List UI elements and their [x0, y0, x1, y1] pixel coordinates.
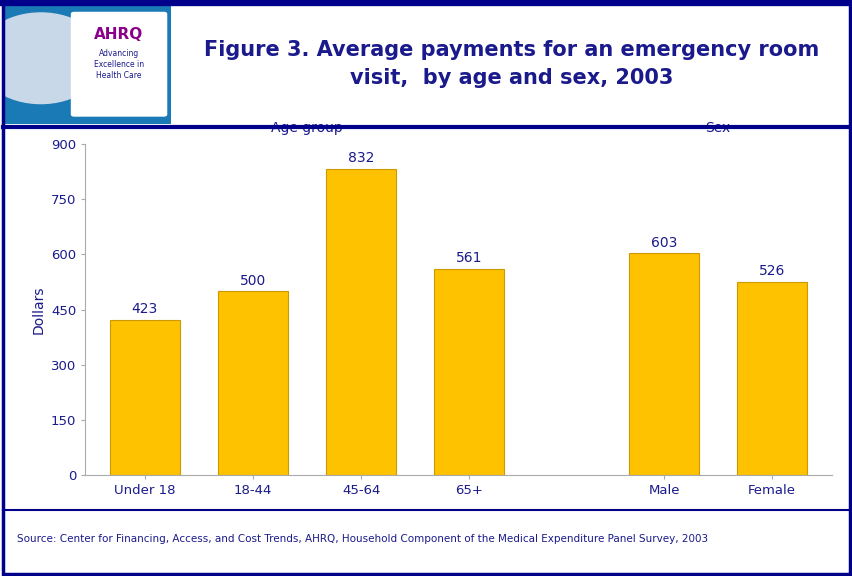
Text: Age group: Age group	[271, 121, 343, 135]
Text: 526: 526	[758, 264, 785, 278]
Y-axis label: Dollars: Dollars	[32, 285, 45, 334]
Bar	[217, 291, 288, 475]
Text: 423: 423	[131, 302, 158, 316]
Bar	[628, 253, 699, 475]
Bar	[736, 282, 806, 475]
Text: AHRQ: AHRQ	[95, 27, 143, 42]
Circle shape	[0, 13, 104, 104]
Text: 561: 561	[456, 251, 482, 265]
Text: 500: 500	[239, 274, 266, 287]
Text: Advancing
Excellence in
Health Care: Advancing Excellence in Health Care	[94, 48, 144, 80]
Text: Sex: Sex	[705, 121, 730, 135]
Text: 603: 603	[650, 236, 676, 249]
Text: 832: 832	[348, 151, 374, 165]
Text: Figure 3. Average payments for an emergency room
visit,  by age and sex, 2003: Figure 3. Average payments for an emerge…	[204, 40, 819, 88]
Text: Source: Center for Financing, Access, and Cost Trends, AHRQ, Household Component: Source: Center for Financing, Access, an…	[17, 533, 707, 544]
Bar	[434, 269, 504, 475]
FancyBboxPatch shape	[71, 12, 167, 117]
Bar	[110, 320, 180, 475]
Bar	[325, 169, 396, 475]
